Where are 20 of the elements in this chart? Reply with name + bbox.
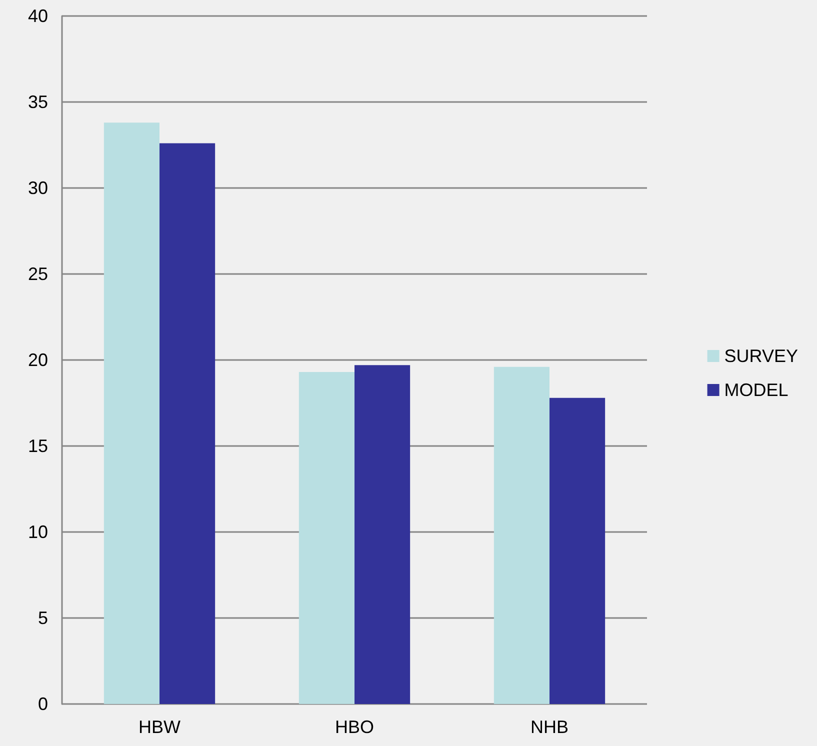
- legend-label: SURVEY: [724, 346, 798, 366]
- y-tick-label: 5: [38, 608, 48, 628]
- bar: [104, 122, 160, 704]
- y-tick-label: 35: [28, 92, 48, 112]
- y-tick-label: 0: [38, 694, 48, 714]
- y-tick-label: 40: [28, 6, 48, 26]
- y-tick-label: 15: [28, 436, 48, 456]
- bar: [550, 398, 606, 704]
- bar: [494, 366, 550, 704]
- y-tick-label: 20: [28, 350, 48, 370]
- bar: [298, 372, 354, 704]
- bar: [354, 365, 410, 704]
- y-tick-label: 10: [28, 522, 48, 542]
- x-tick-label: HBO: [334, 717, 374, 737]
- x-tick-label: HBW: [138, 717, 181, 737]
- y-tick-label: 30: [28, 178, 48, 198]
- x-tick-label: NHB: [530, 717, 569, 737]
- legend-label: MODEL: [724, 380, 788, 400]
- y-tick-label: 25: [28, 264, 48, 284]
- bar: [160, 143, 216, 704]
